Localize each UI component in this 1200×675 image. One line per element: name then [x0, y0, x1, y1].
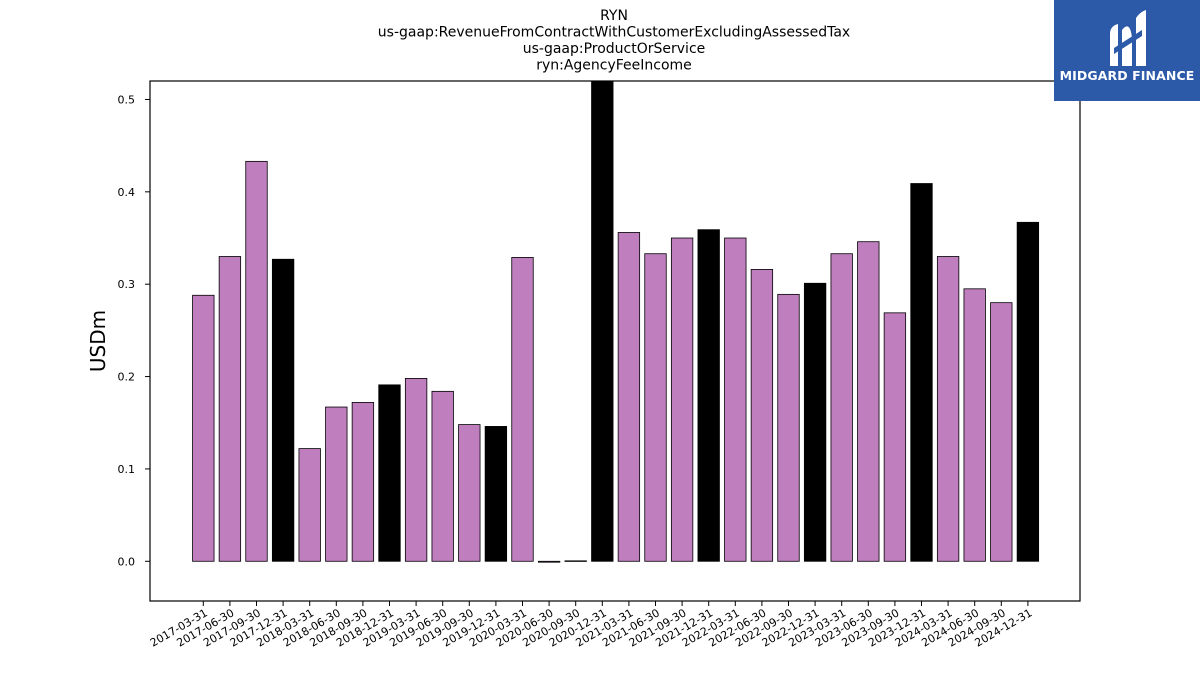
chart-title: RYNus-gaap:RevenueFromContractWithCustom… [378, 8, 850, 74]
bar-2023-03-31 [830, 253, 853, 562]
plot-area-frame [149, 80, 1081, 602]
chart-title-line: RYN [600, 8, 628, 24]
bar-2019-12-31 [484, 426, 508, 562]
bar-2022-06-30 [750, 269, 774, 562]
bar-2024-09-30 [990, 302, 1013, 562]
bar-2017-12-31 [271, 258, 295, 562]
y-tick-label: 0.4 [118, 186, 136, 199]
bar-2024-12-31 [1016, 221, 1040, 562]
bar-2021-12-31 [697, 229, 720, 562]
bar-2022-03-31 [724, 237, 747, 562]
bar-2023-06-30 [857, 241, 880, 562]
bar-2023-12-31 [910, 183, 933, 562]
y-tick-label: 0.2 [118, 371, 136, 384]
chart-title-line: us-gaap:ProductOrService [523, 41, 706, 57]
chart-title-line: us-gaap:RevenueFromContractWithCustomerE… [378, 25, 850, 41]
midgard-finance-logo: MIDGARD FINANCE [1054, 0, 1200, 101]
bar-2021-03-31 [617, 232, 641, 562]
bar-2021-06-30 [644, 253, 667, 562]
bar-2024-03-31 [936, 256, 960, 562]
y-axis-label: USDm [86, 310, 110, 372]
bar-2020-06-30 [537, 560, 561, 563]
bar-2022-09-30 [777, 293, 800, 562]
bar-2017-03-31 [192, 294, 215, 562]
bar-2018-03-31 [298, 448, 321, 562]
y-tick-label: 0.0 [118, 555, 136, 568]
bar-2024-06-30 [963, 288, 986, 562]
bar-2020-09-30 [564, 560, 587, 562]
bar-2017-06-30 [218, 256, 242, 562]
x-axis: 2017-03-312017-06-302017-09-302017-12-31… [148, 601, 1034, 650]
bar-2018-09-30 [351, 402, 375, 562]
bar-2022-12-31 [803, 282, 827, 562]
bar-2019-06-30 [431, 390, 454, 562]
bar-2017-09-30 [245, 160, 268, 562]
bar-2020-03-31 [511, 257, 534, 562]
chart-title-line: ryn:AgencyFeeIncome [536, 58, 692, 74]
y-tick-label: 0.3 [118, 278, 136, 291]
bar-2020-12-31 [591, 81, 614, 562]
y-axis: 0.0 0.1 0.2 0.3 0.4 0.5 [118, 93, 150, 568]
bar-2018-12-31 [378, 384, 401, 562]
logo-text: MIDGARD FINANCE [1059, 68, 1195, 83]
bar-2019-09-30 [458, 424, 481, 562]
bar-2021-09-30 [670, 237, 694, 562]
bar-2023-09-30 [883, 312, 907, 562]
y-tick-label: 0.5 [118, 93, 136, 106]
bar-2019-03-31 [404, 378, 428, 562]
bars-group [192, 81, 1040, 563]
y-tick-label: 0.1 [118, 463, 136, 476]
midgard-m-logo-icon [1110, 10, 1146, 66]
bar-2018-06-30 [325, 406, 348, 562]
